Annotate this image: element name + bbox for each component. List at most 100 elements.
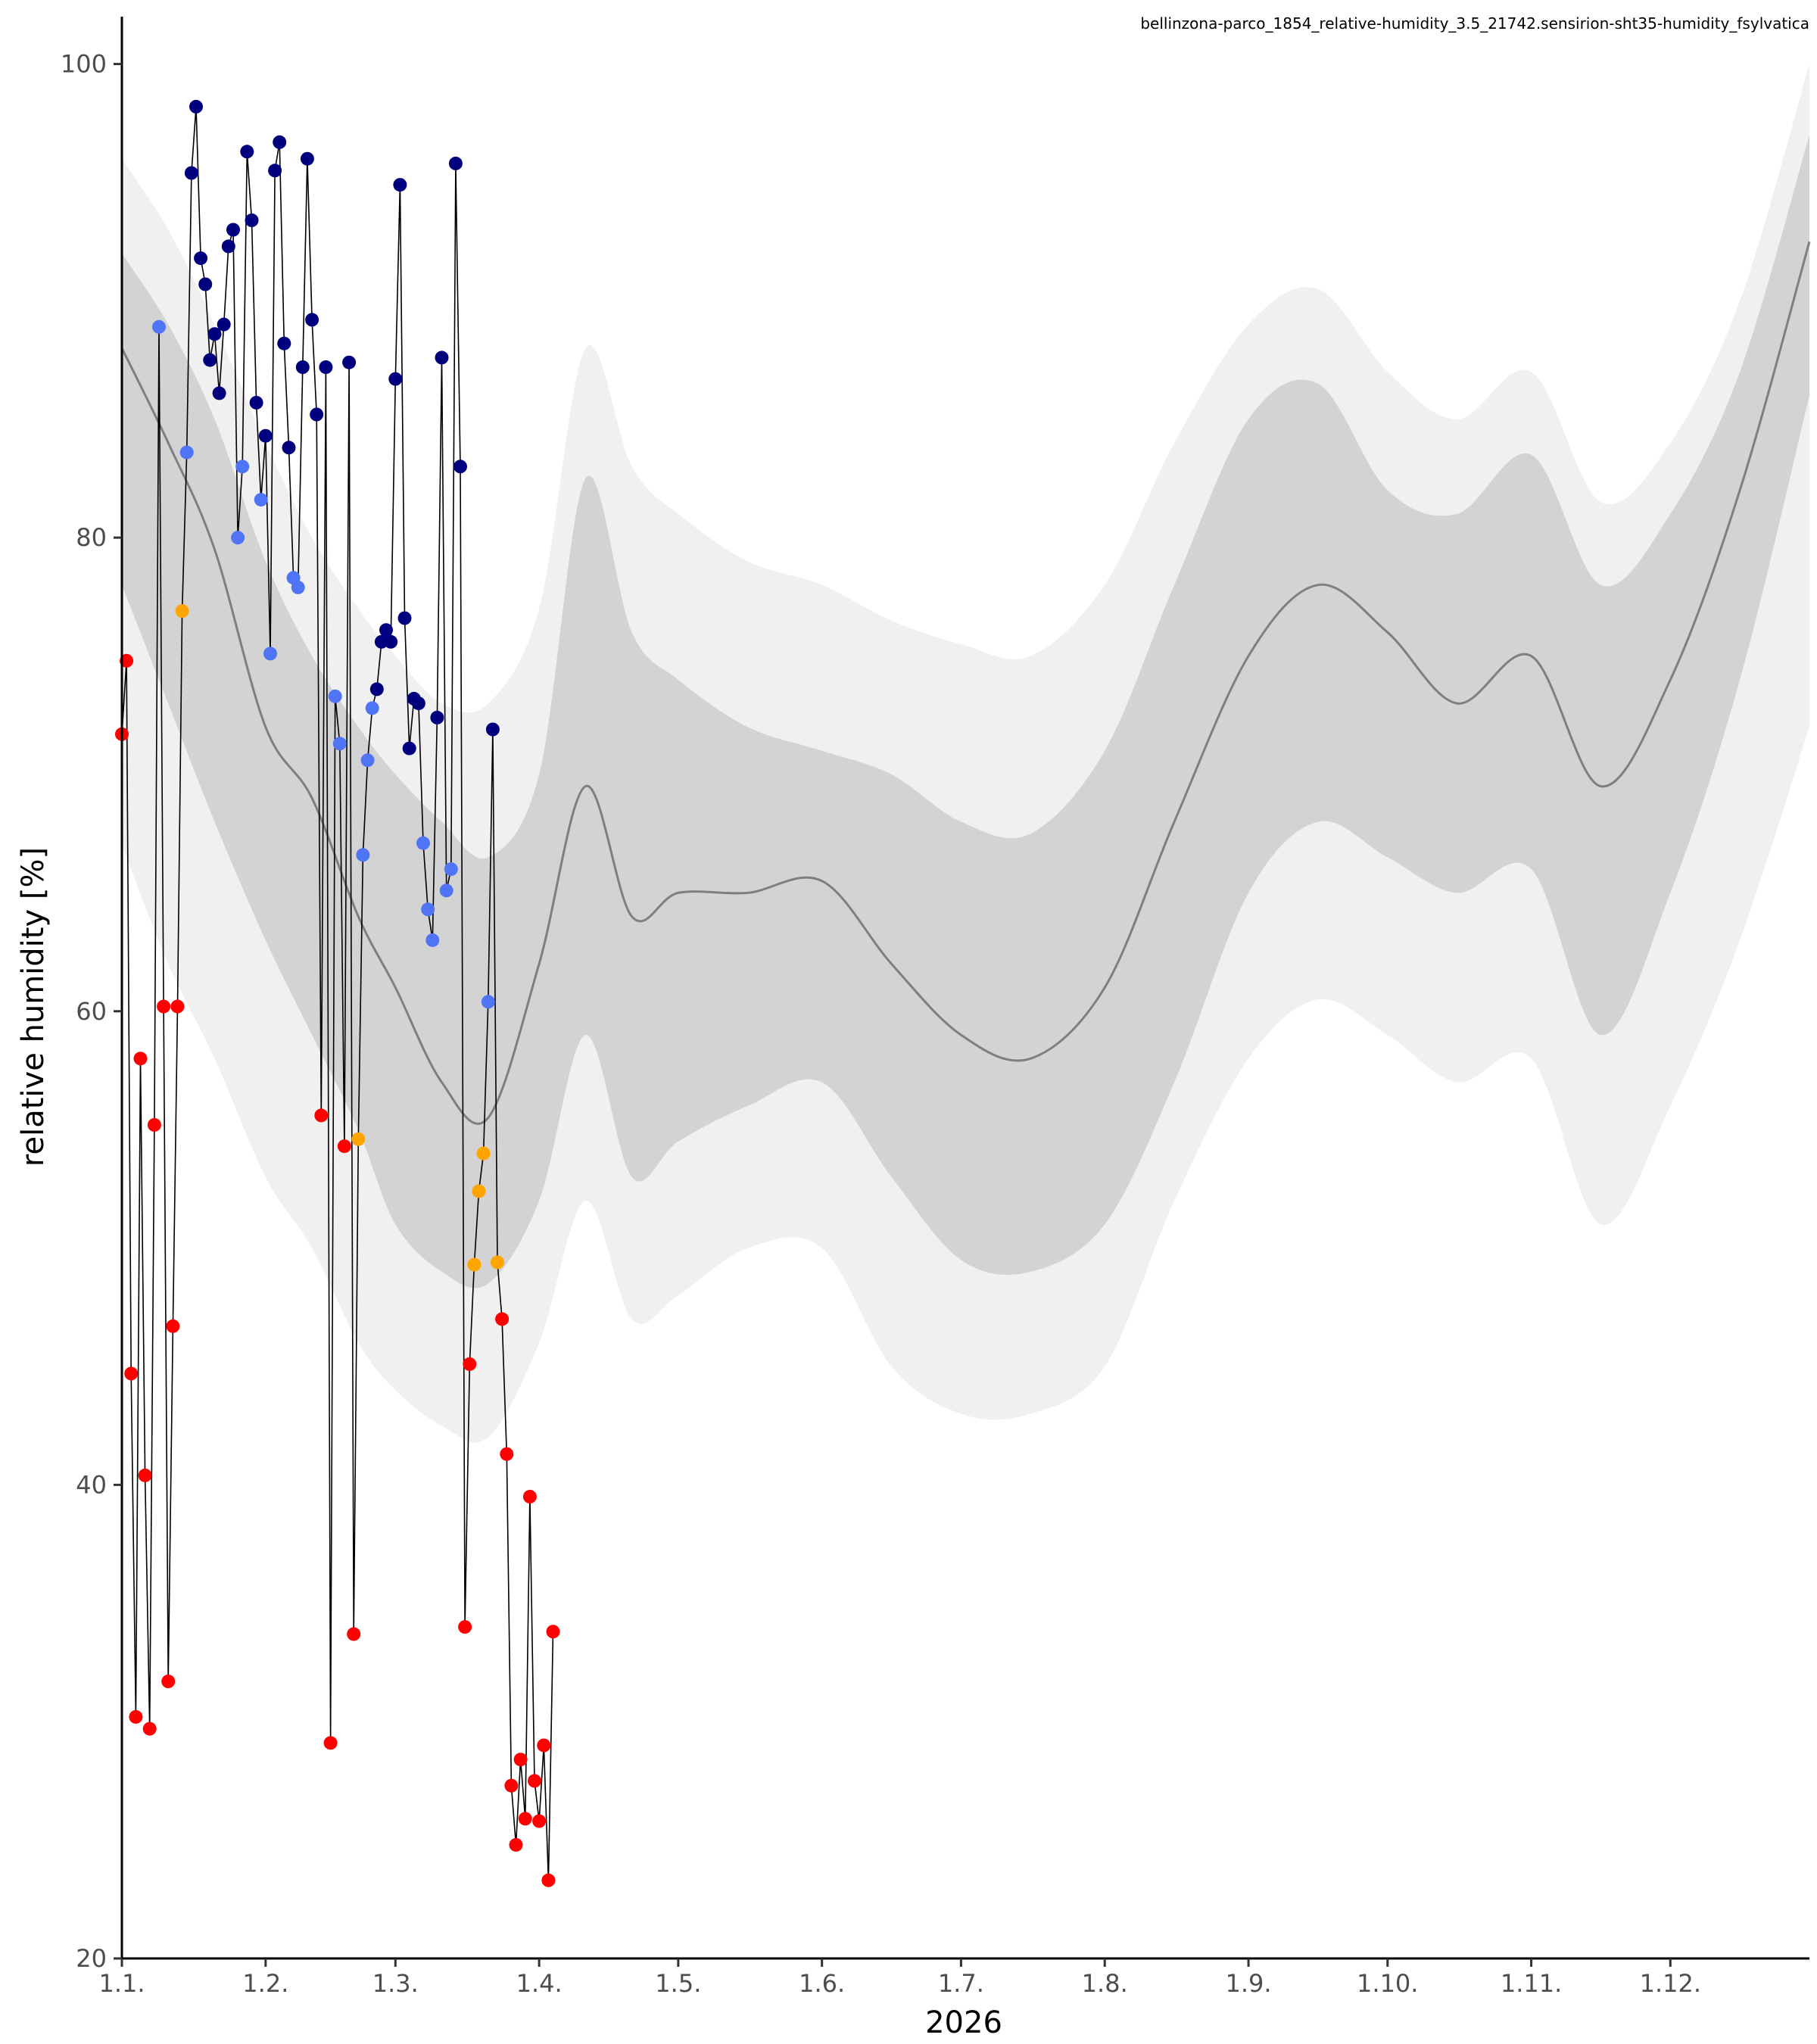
data-point <box>393 178 407 192</box>
data-point <box>476 1146 491 1161</box>
data-point <box>388 372 403 386</box>
y-tick-label: 40 <box>76 1470 107 1499</box>
data-point <box>249 395 263 410</box>
data-point <box>402 741 416 756</box>
data-point <box>532 1814 547 1828</box>
x-tick-label: 1.3. <box>372 1969 419 1998</box>
data-point <box>323 1736 338 1750</box>
data-point <box>254 493 268 507</box>
x-tick-label: 1.5. <box>655 1969 701 1998</box>
data-point <box>360 753 375 768</box>
data-point <box>161 1675 176 1688</box>
x-tick-label: 1.7. <box>938 1969 984 1998</box>
x-tick-label: 1.6. <box>799 1969 845 1998</box>
data-point <box>485 722 500 737</box>
data-point <box>374 634 388 649</box>
data-point <box>397 611 412 625</box>
data-point <box>175 604 189 618</box>
data-point <box>295 360 310 374</box>
data-point <box>337 1139 351 1154</box>
data-point <box>179 445 194 460</box>
data-point <box>425 933 440 947</box>
data-point <box>481 995 495 1009</box>
data-point <box>120 653 134 668</box>
data-point <box>332 737 347 751</box>
x-tick-label: 1.1. <box>98 1969 145 1998</box>
data-point <box>537 1738 551 1753</box>
data-point <box>448 156 463 170</box>
data-point <box>463 1357 477 1371</box>
data-point <box>356 848 370 862</box>
data-point <box>124 1366 139 1381</box>
x-tick-label: 1.4. <box>516 1969 563 1998</box>
data-point <box>416 836 430 850</box>
data-point <box>430 710 444 724</box>
data-point <box>411 696 425 711</box>
data-point <box>347 1627 361 1641</box>
data-point <box>300 151 314 166</box>
data-point <box>129 1709 143 1724</box>
data-point <box>152 319 166 334</box>
x-tick-label: 1.10. <box>1357 1969 1418 1998</box>
data-point <box>421 902 435 917</box>
observation-points <box>115 99 560 1887</box>
data-point <box>500 1447 514 1461</box>
data-point <box>221 239 235 254</box>
y-tick-label: 80 <box>76 523 107 552</box>
data-point <box>472 1184 486 1198</box>
x-tick-label: 1.9. <box>1226 1969 1272 1998</box>
x-tick-label: 1.8. <box>1082 1969 1128 1998</box>
data-point <box>305 313 319 327</box>
data-point <box>157 999 171 1014</box>
data-point <box>379 623 393 637</box>
y-tick-label: 20 <box>76 1944 107 1973</box>
data-point <box>184 166 198 180</box>
data-point <box>328 689 342 703</box>
data-point <box>491 1255 504 1270</box>
x-tick-label: 1.11. <box>1501 1969 1562 1998</box>
climatology-bands <box>122 64 1809 1443</box>
data-point <box>207 327 222 341</box>
data-point <box>133 1052 148 1066</box>
data-point <box>226 223 240 237</box>
data-point <box>170 999 185 1014</box>
data-point <box>365 701 379 715</box>
data-point <box>513 1753 528 1767</box>
data-point <box>198 277 213 291</box>
data-point <box>518 1812 532 1826</box>
data-point <box>342 355 357 369</box>
x-tick-label: 1.12. <box>1640 1969 1701 1998</box>
data-point <box>546 1625 560 1639</box>
data-point <box>509 1837 523 1852</box>
y-tick-label: 100 <box>61 50 107 79</box>
observation-series <box>121 106 554 1880</box>
x-axis-title: 2026 <box>925 2005 1002 2040</box>
data-point <box>439 883 453 898</box>
data-point <box>138 1468 152 1482</box>
data-point <box>384 634 398 649</box>
data-point <box>458 1620 472 1634</box>
band-25-75-percentile <box>122 135 1809 1288</box>
data-point <box>351 1132 366 1146</box>
data-point <box>231 531 245 545</box>
observation-line <box>121 106 554 1880</box>
data-point <box>444 862 458 877</box>
axes <box>120 17 1809 1960</box>
data-point <box>194 251 208 266</box>
data-point <box>467 1257 482 1272</box>
data-point <box>528 1774 541 1788</box>
data-point <box>435 351 449 365</box>
data-point <box>541 1873 556 1887</box>
data-point <box>282 441 296 455</box>
data-point <box>504 1778 519 1793</box>
data-point <box>314 1108 329 1123</box>
y-axis-title: relative humidity [%] <box>16 847 51 1167</box>
data-point <box>522 1490 537 1503</box>
data-point <box>263 647 277 661</box>
data-point <box>212 386 226 400</box>
data-point <box>166 1319 180 1333</box>
data-point <box>235 460 250 474</box>
data-point <box>147 1117 161 1132</box>
data-point <box>240 145 254 159</box>
